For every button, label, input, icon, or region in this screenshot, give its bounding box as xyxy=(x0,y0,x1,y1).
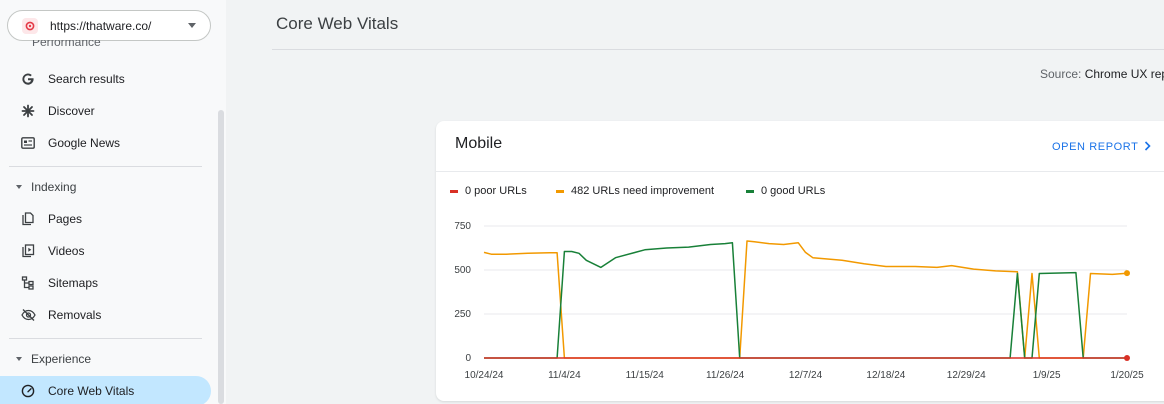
source-attribution: Source: Chrome UX rep xyxy=(1040,67,1164,81)
google-g-icon xyxy=(20,71,36,87)
x-tick-label: 11/15/24 xyxy=(626,370,665,381)
sidebar-section-performance[interactable]: Performance xyxy=(32,40,101,50)
sidebar-item-google-news[interactable]: Google News xyxy=(0,128,211,158)
sidebar-item-core-web-vitals[interactable]: Core Web Vitals xyxy=(0,376,211,404)
chevron-down-icon[interactable] xyxy=(188,23,196,28)
x-tick-label: 1/20/25 xyxy=(1110,370,1144,381)
open-report-link[interactable]: OPEN REPORT xyxy=(1052,139,1152,154)
legend-label: 0 poor URLs xyxy=(465,185,527,197)
card-divider xyxy=(436,171,1164,172)
sidebar-item-videos[interactable]: Videos xyxy=(0,236,211,266)
y-tick-label: 250 xyxy=(454,309,471,320)
sidebar: https://thatware.co/ Performance Search … xyxy=(0,0,226,404)
news-icon xyxy=(20,135,36,151)
legend-item-good[interactable]: 0 good URLs xyxy=(746,185,825,197)
x-tick-label: 10/24/24 xyxy=(465,370,504,381)
sidebar-item-search-results[interactable]: Search results xyxy=(0,64,211,94)
video-icon xyxy=(20,243,36,259)
sidebar-item-label: Pages xyxy=(48,212,83,226)
sidebar-item-pages[interactable]: Pages xyxy=(0,204,211,234)
sidebar-item-label: Google News xyxy=(48,136,121,150)
sidebar-section-experience[interactable]: Experience xyxy=(0,344,211,374)
sitemap-icon xyxy=(20,275,36,291)
legend-swatch xyxy=(450,189,458,193)
y-tick-label: 750 xyxy=(454,221,471,232)
removals-eye-icon xyxy=(20,307,36,323)
legend-label: 0 good URLs xyxy=(761,185,826,197)
sidebar-item-label: Videos xyxy=(48,244,85,258)
series-end-point xyxy=(1124,270,1130,277)
x-tick-label: 1/9/25 xyxy=(1033,370,1061,381)
cwv-line-chart[interactable]: 750 500 250 0 10/24/24 11/4/24 11/15/24 11/26/2… xyxy=(436,210,1164,386)
card-title: Mobile xyxy=(455,135,503,152)
sidebar-section-label: Performance xyxy=(32,40,101,49)
legend-swatch xyxy=(746,189,754,193)
sidebar-item-label: Removals xyxy=(48,308,102,322)
sidebar-item-discover[interactable]: Discover xyxy=(0,96,211,126)
chart-legend: 0 poor URLs 482 URLs need improvement 0 … xyxy=(436,185,1164,201)
property-url: https://thatware.co/ xyxy=(50,18,152,33)
sidebar-section-label: Indexing xyxy=(31,180,77,194)
series-line-urls-need-improvement xyxy=(483,240,1128,359)
legend-item-needs-improvement[interactable]: 482 URLs need improvement xyxy=(556,185,714,197)
sidebar-item-sitemaps[interactable]: Sitemaps xyxy=(0,268,211,298)
open-report-label: OPEN REPORT xyxy=(1052,140,1139,153)
legend-swatch xyxy=(556,189,564,193)
header-divider xyxy=(272,49,1164,50)
sidebar-divider xyxy=(9,166,202,167)
series-end-point xyxy=(1124,355,1130,361)
property-selector[interactable]: https://thatware.co/ xyxy=(7,10,211,41)
page-title: Core Web Vitals xyxy=(276,14,399,33)
gauge-icon xyxy=(20,383,36,399)
chevron-right-icon xyxy=(1144,139,1152,154)
sidebar-item-label: Search results xyxy=(48,72,125,86)
sidebar-item-removals[interactable]: Removals xyxy=(0,300,211,330)
sidebar-section-label: Experience xyxy=(31,352,92,366)
series-line-good-urls xyxy=(484,241,1127,359)
sidebar-item-label: Sitemaps xyxy=(48,276,99,290)
x-tick-label: 12/18/24 xyxy=(866,370,905,381)
collapse-triangle-icon xyxy=(16,185,22,189)
sidebar-item-label: Discover xyxy=(48,104,95,118)
collapse-triangle-icon xyxy=(16,357,22,361)
x-tick-label: 11/26/24 xyxy=(706,370,745,381)
asterisk-icon xyxy=(20,103,36,119)
sidebar-section-indexing[interactable]: Indexing xyxy=(0,172,211,202)
sidebar-scrollbar[interactable] xyxy=(218,110,224,404)
x-tick-label: 12/29/24 xyxy=(947,370,986,381)
legend-item-poor[interactable]: 0 poor URLs xyxy=(450,185,527,197)
legend-label: 482 URLs need improvement xyxy=(571,185,715,197)
sidebar-item-label: Core Web Vitals xyxy=(48,384,135,398)
sidebar-divider xyxy=(9,338,202,339)
pages-icon xyxy=(20,211,36,227)
site-favicon-icon xyxy=(22,17,38,34)
y-tick-label: 0 xyxy=(465,353,471,364)
x-tick-label: 11/4/24 xyxy=(548,370,581,381)
source-label: Source: xyxy=(1040,67,1082,81)
y-tick-label: 500 xyxy=(454,265,471,276)
source-value: Chrome UX rep xyxy=(1084,67,1164,81)
x-tick-label: 12/7/24 xyxy=(789,370,823,381)
